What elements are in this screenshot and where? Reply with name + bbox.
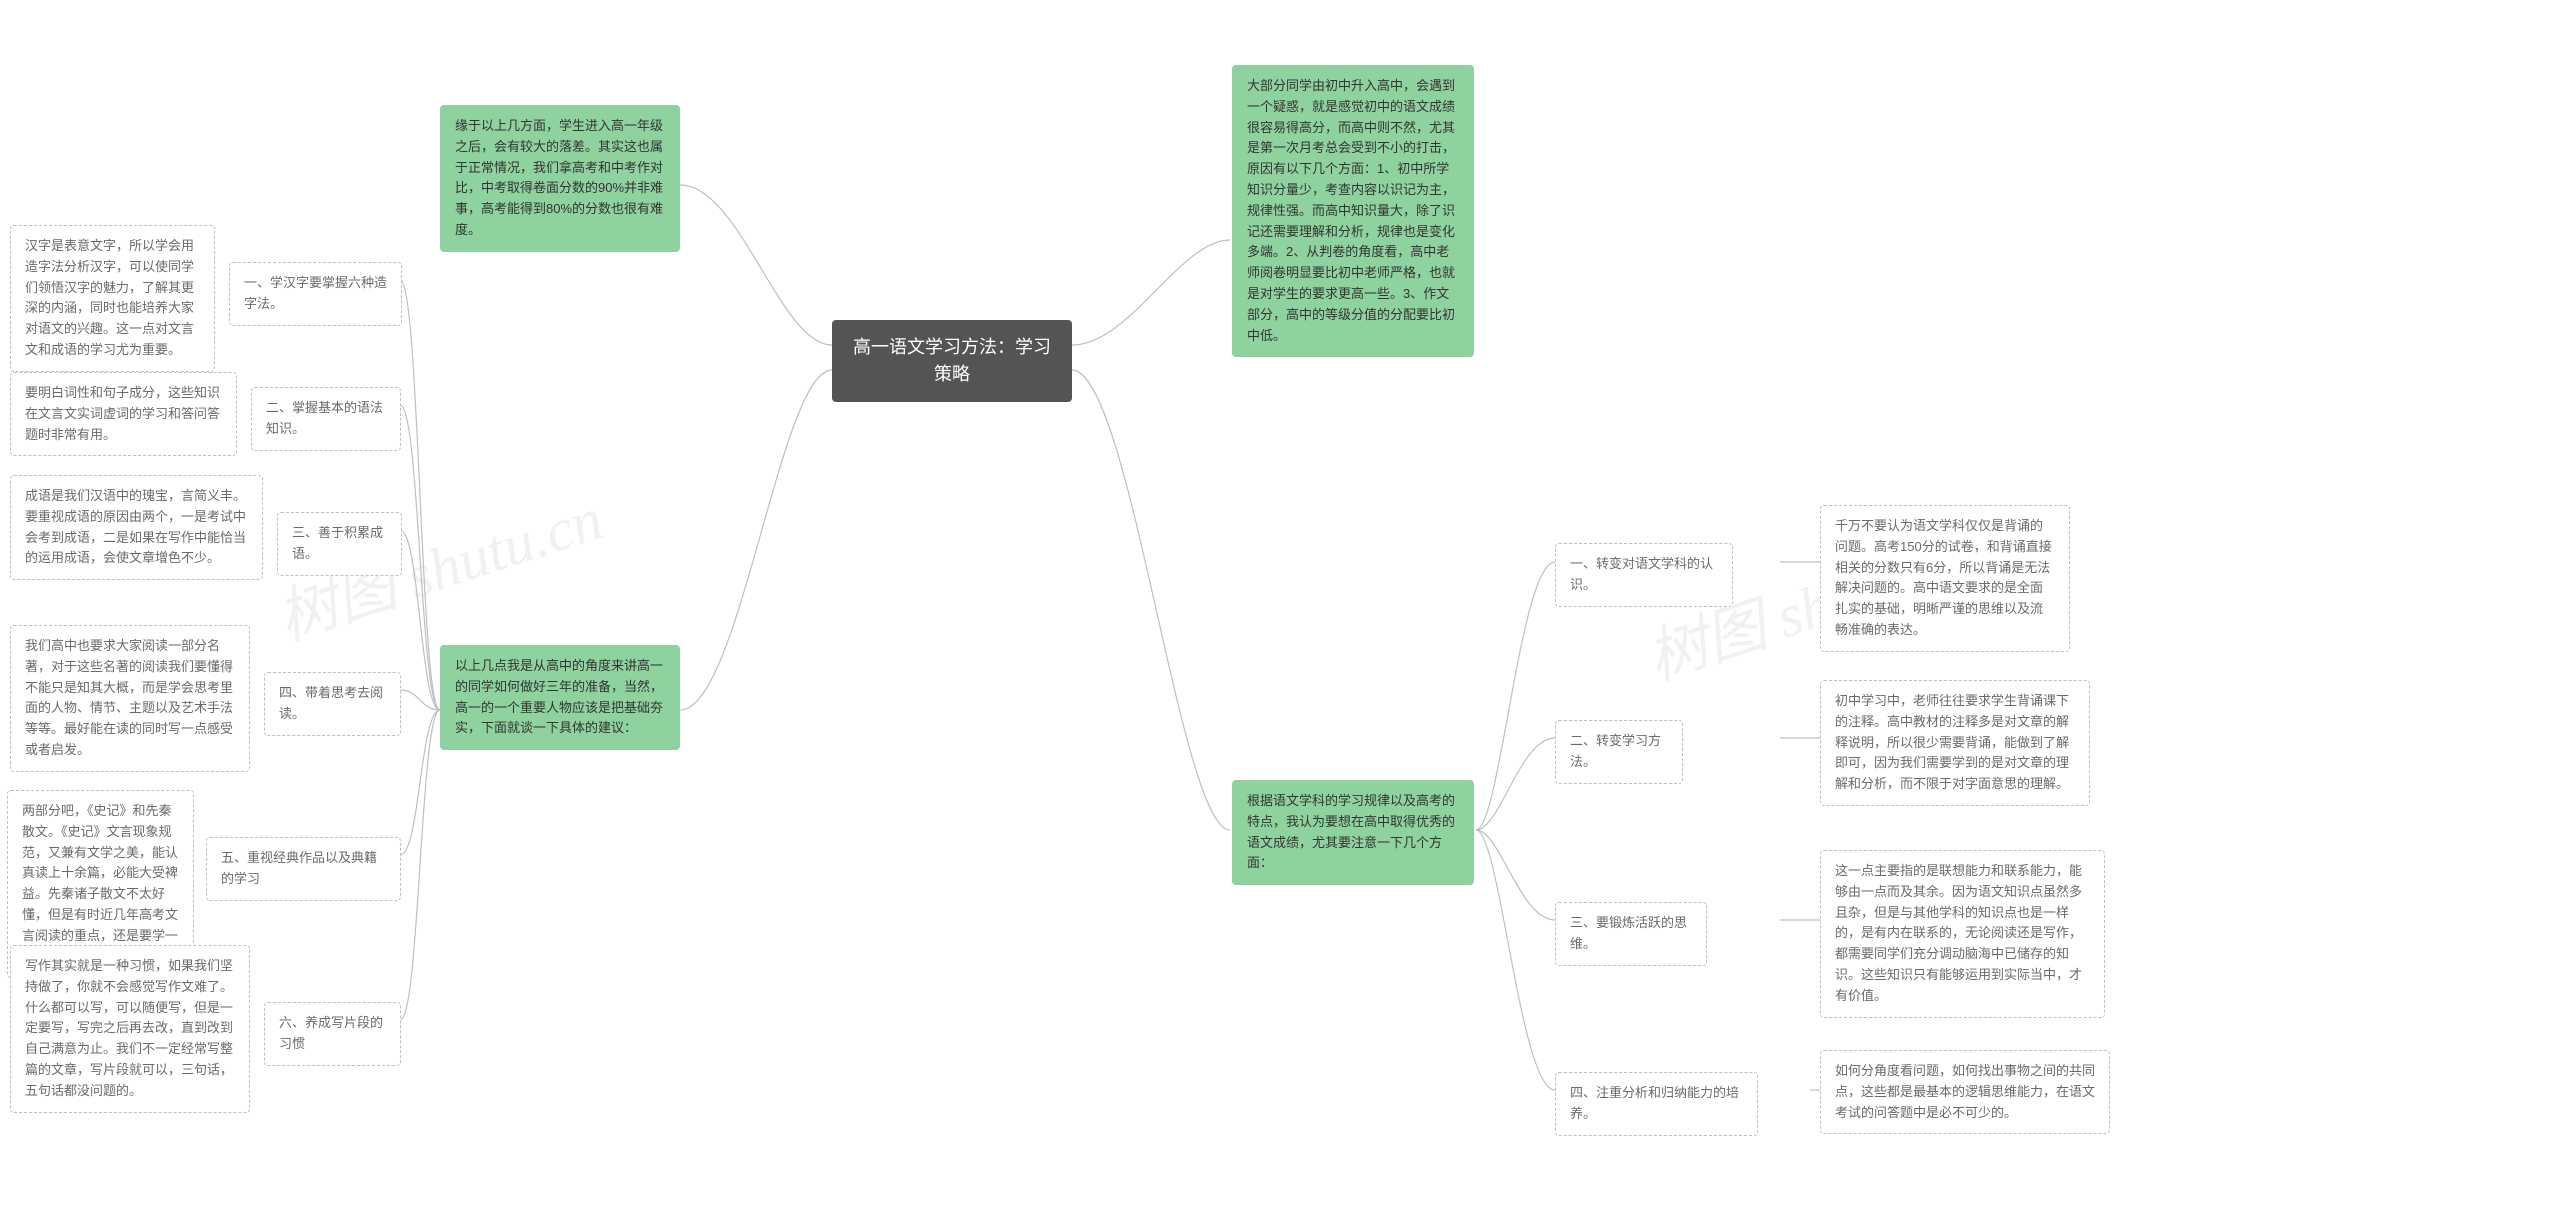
left-item-1-detail: 汉字是表意文字，所以学会用造字法分析汉字，可以使同学们领悟汉字的魅力，了解其更深… [10, 225, 215, 372]
left-item-4-detail: 我们高中也要求大家阅读一部分名著，对于这些名著的阅读我们要懂得不能只是知其大概，… [10, 625, 250, 772]
left-item-3-detail: 成语是我们汉语中的瑰宝，言简义丰。要重视成语的原因由两个，一是考试中会考到成语，… [10, 475, 263, 580]
central-node: 高一语文学习方法：学习策略 [832, 320, 1072, 402]
right-summary-1: 大部分同学由初中升入高中，会遇到一个疑惑，就是感觉初中的语文成绩很容易得高分，而… [1232, 65, 1474, 357]
left-item-1-label: 一、学汉字要掌握六种造字法。 [229, 262, 402, 326]
left-item-2-label: 二、掌握基本的语法知识。 [251, 387, 401, 451]
right-item-2-detail: 初中学习中，老师往往要求学生背诵课下的注释。高中教材的注释多是对文章的解释说明，… [1820, 680, 2090, 806]
right-item-2-label: 二、转变学习方法。 [1555, 720, 1683, 784]
left-item-6-detail: 写作其实就是一种习惯，如果我们坚持做了，你就不会感觉写作文难了。什么都可以写，可… [10, 945, 250, 1113]
right-item-4-detail: 如何分角度看问题，如何找出事物之间的共同点，这些都是最基本的逻辑思维能力，在语文… [1820, 1050, 2110, 1134]
right-item-4-label: 四、注重分析和归纳能力的培养。 [1555, 1072, 1758, 1136]
right-item-1-label: 一、转变对语文学科的认识。 [1555, 543, 1733, 607]
right-summary-2: 根据语文学科的学习规律以及高考的特点，我认为要想在高中取得优秀的语文成绩，尤其要… [1232, 780, 1474, 885]
left-item-5-label: 五、重视经典作品以及典籍的学习 [206, 837, 401, 901]
right-item-3-label: 三、要锻炼活跃的思维。 [1555, 902, 1707, 966]
left-summary-1: 缘于以上几方面，学生进入高一年级之后，会有较大的落差。其实这也属于正常情况，我们… [440, 105, 680, 252]
left-item-2-detail: 要明白词性和句子成分，这些知识在文言文实词虚词的学习和答问答题时非常有用。 [10, 372, 237, 456]
left-item-4-label: 四、带着思考去阅读。 [264, 672, 401, 736]
left-summary-2: 以上几点我是从高中的角度来讲高一的同学如何做好三年的准备，当然，高一的一个重要人… [440, 645, 680, 750]
left-item-6-label: 六、养成写片段的习惯 [264, 1002, 401, 1066]
left-item-3-label: 三、善于积累成语。 [277, 512, 402, 576]
right-item-1-detail: 千万不要认为语文学科仅仅是背诵的问题。高考150分的试卷，和背诵直接相关的分数只… [1820, 505, 2070, 652]
central-title: 高一语文学习方法：学习策略 [853, 337, 1051, 384]
right-item-3-detail: 这一点主要指的是联想能力和联系能力，能够由一点而及其余。因为语文知识点虽然多且杂… [1820, 850, 2105, 1018]
